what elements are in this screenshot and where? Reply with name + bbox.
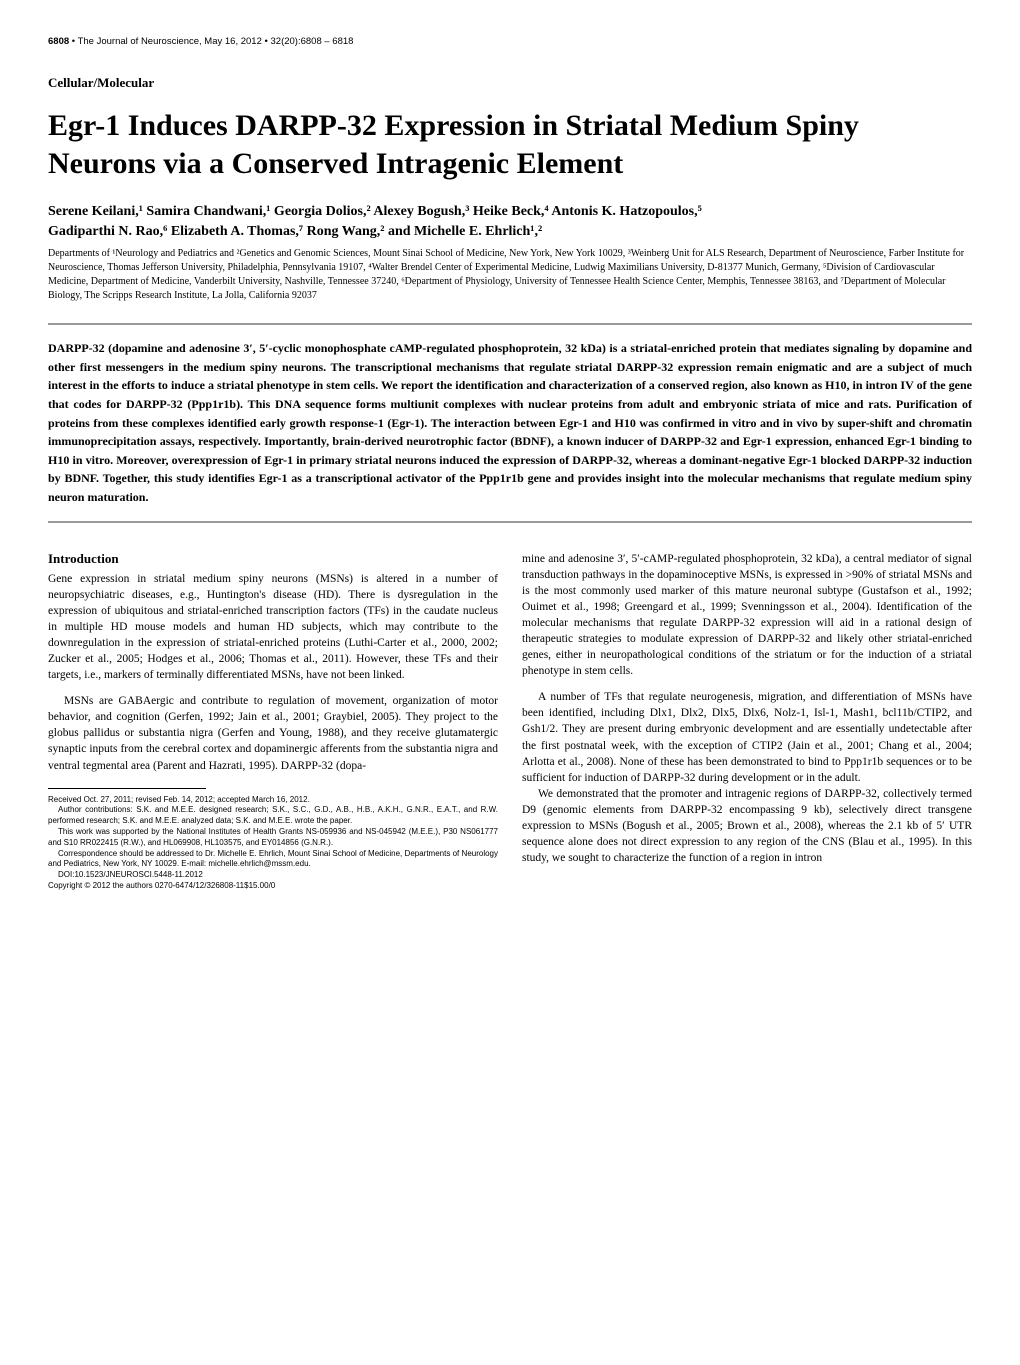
volume-pages: 32(20):6808 – 6818	[271, 36, 354, 47]
section-label: Cellular/Molecular	[48, 75, 972, 91]
right-column: mine and adenosine 3′, 5′-cAMP-regulated…	[522, 551, 972, 892]
footnote-rule	[48, 788, 206, 789]
authors-line-2: Gadiparthi N. Rao,⁶ Elizabeth A. Thomas,…	[48, 224, 542, 239]
footnote-funding: This work was supported by the National …	[48, 827, 498, 849]
right-paragraph-3: We demonstrated that the promoter and in…	[522, 786, 972, 866]
right-paragraph-1: mine and adenosine 3′, 5′-cAMP-regulated…	[522, 551, 972, 680]
introduction-heading: Introduction	[48, 551, 498, 567]
footnote-received: Received Oct. 27, 2011; revised Feb. 14,…	[48, 795, 498, 806]
affiliations: Departments of ¹Neurology and Pediatrics…	[48, 247, 972, 303]
left-column: Introduction Gene expression in striatal…	[48, 551, 498, 892]
right-paragraph-2: A number of TFs that regulate neurogenes…	[522, 689, 972, 786]
two-column-body: Introduction Gene expression in striatal…	[48, 551, 972, 892]
footnote-copyright: Copyright © 2012 the authors 0270-6474/1…	[48, 881, 498, 892]
footnote-contributions: Author contributions: S.K. and M.E.E. de…	[48, 805, 498, 827]
intro-paragraph-1: Gene expression in striatal medium spiny…	[48, 571, 498, 684]
footnote-doi: DOI:10.1523/JNEUROSCI.5448-11.2012	[48, 870, 498, 881]
article-title: Egr-1 Induces DARPP-32 Expression in Str…	[48, 107, 972, 182]
authors-line-1: Serene Keilani,¹ Samira Chandwani,¹ Geor…	[48, 204, 702, 219]
abstract: DARPP-32 (dopamine and adenosine 3′, 5′-…	[48, 323, 972, 522]
page-number: 6808	[48, 36, 69, 47]
footnote-correspondence: Correspondence should be addressed to Dr…	[48, 849, 498, 871]
intro-paragraph-2: MSNs are GABAergic and contribute to reg…	[48, 693, 498, 773]
author-list: Serene Keilani,¹ Samira Chandwani,¹ Geor…	[48, 202, 972, 241]
journal-citation: The Journal of Neuroscience, May 16, 201…	[78, 36, 262, 47]
header-line: 6808 • The Journal of Neuroscience, May …	[48, 36, 972, 47]
